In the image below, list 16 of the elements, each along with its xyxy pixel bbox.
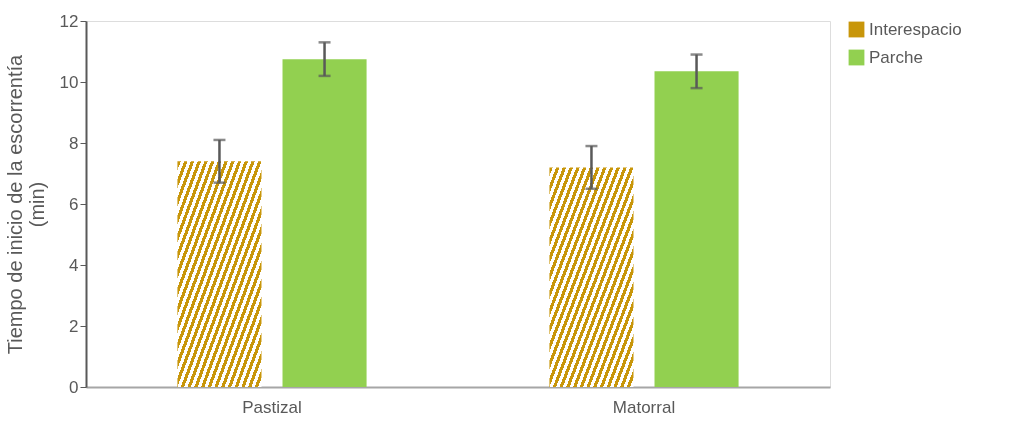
y-tick-label: 4 [69, 255, 79, 275]
bar [654, 71, 739, 387]
x-tick-label: Matorral [612, 397, 676, 417]
bar [282, 59, 367, 387]
bar [177, 161, 262, 387]
y-tick-label: 8 [69, 133, 79, 153]
y-tick-label: 12 [59, 11, 79, 31]
x-tick-label: Pastizal [242, 397, 302, 417]
bar [549, 167, 634, 387]
y-tick-label: 0 [69, 377, 79, 397]
legend-label: Interespacio [869, 19, 962, 39]
y-tick-label: 6 [69, 194, 79, 214]
y-axis-title: Tiempo de inicio de la escorrentía (min) [3, 53, 48, 355]
legend-label: Parche [869, 47, 923, 67]
y-tick-label: 10 [59, 72, 79, 92]
y-tick-label: 2 [69, 316, 79, 336]
